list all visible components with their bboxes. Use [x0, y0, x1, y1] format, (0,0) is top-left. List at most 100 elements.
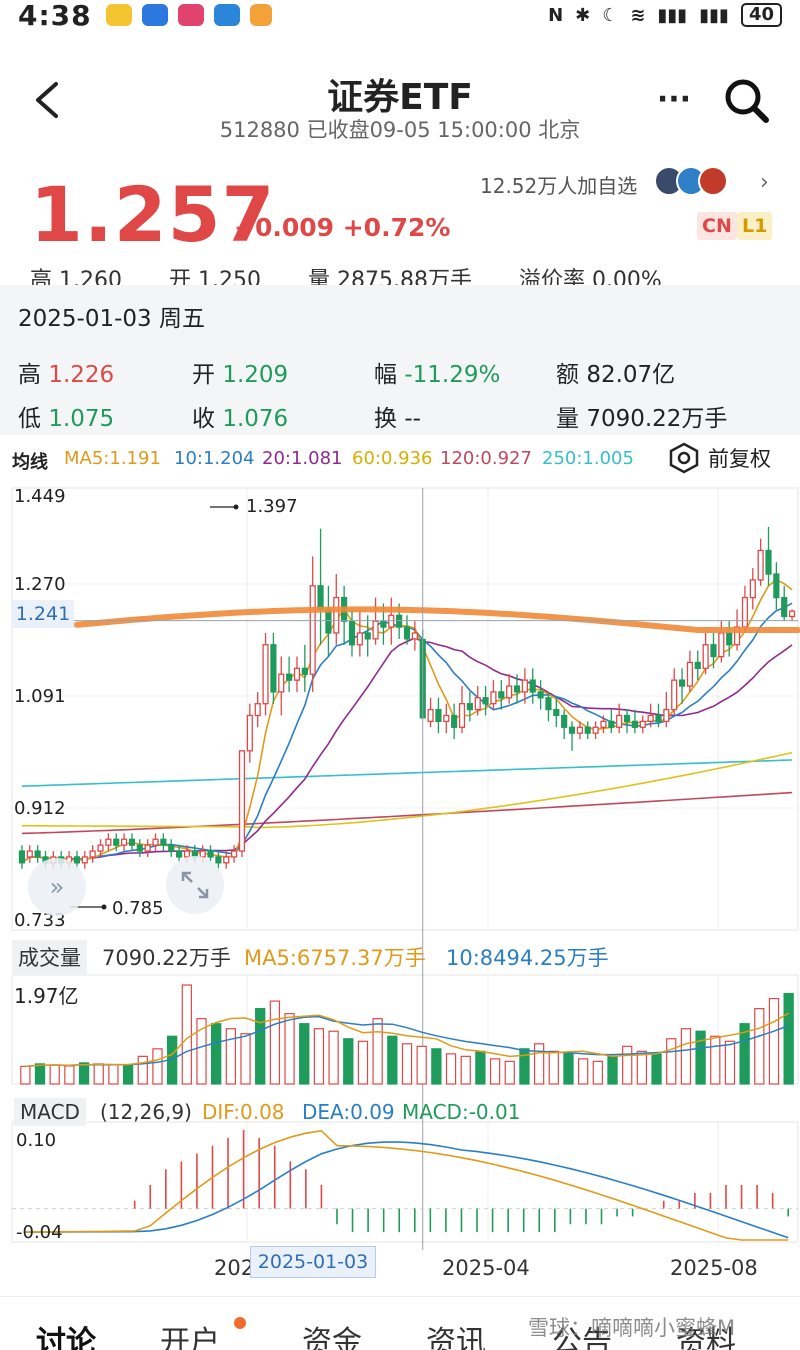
volume-ma5: MA5:6757.37万手 [244, 946, 426, 970]
level-badge: L1 [737, 212, 773, 240]
price-axis-label: 1.091 [14, 686, 66, 707]
price-change: +0.009 +0.72% [234, 213, 451, 242]
ma5-value: MA5:1.191 [64, 448, 161, 469]
candle-body [671, 679, 678, 711]
volume-bar [108, 1064, 119, 1085]
watermark: 雪球：嘀嘀嘀小蜜蜂M [528, 1316, 736, 1340]
page-title: 证券ETF [327, 77, 473, 118]
candle-body [702, 644, 709, 669]
candle-body [616, 714, 623, 728]
candle-body [482, 697, 489, 705]
ma250-line [21, 759, 793, 787]
volume-bar [548, 1050, 559, 1085]
volume-bar [416, 1045, 427, 1085]
volume-bar [431, 1048, 442, 1085]
detail-amount: 额 82.07亿 [556, 362, 676, 388]
volume-bar [578, 1058, 589, 1085]
notification-dot [234, 1317, 246, 1329]
volume-indicator-tab[interactable]: 成交量 [12, 940, 87, 974]
macd-value: MACD:-0.01 [402, 1100, 521, 1124]
detail-volume: 量 7090.22万手 [556, 406, 728, 432]
volume-bar [592, 1060, 603, 1085]
watchers-count[interactable]: 12.52万人加自选 [480, 174, 638, 198]
volume-bar [563, 1053, 574, 1085]
tab-discussion[interactable]: 讨论 [36, 1325, 96, 1350]
volume-bar [34, 1063, 46, 1085]
candle-body [246, 714, 253, 752]
candle-body [333, 596, 340, 634]
more-button[interactable]: ··· [656, 82, 692, 117]
volume-ma10: 10:8494.25万手 [446, 946, 609, 970]
candle-body [160, 838, 167, 846]
candle-body [608, 720, 615, 728]
volume-bar [401, 1043, 413, 1085]
volume-bar [710, 1035, 721, 1085]
candle-body [254, 703, 261, 717]
volume-bar [225, 1028, 236, 1085]
tab-profile[interactable]: 资料 [676, 1325, 736, 1350]
ma-legend-label[interactable]: 均线 [12, 452, 48, 473]
price-panel-frame [11, 487, 799, 931]
candle-body [749, 579, 756, 599]
volume-bar [122, 1064, 134, 1085]
stat-volume: 量 2875.88万手 [307, 268, 472, 286]
candle-body [600, 720, 607, 728]
volume-bar [460, 1055, 471, 1085]
candle-body [223, 856, 230, 864]
tab-funds[interactable]: 资金 [302, 1325, 362, 1350]
tab-open-account[interactable]: 开户 [160, 1325, 220, 1350]
candle-body [521, 679, 528, 693]
volume-bar [372, 1018, 383, 1085]
volume-bar [211, 1023, 222, 1085]
detail-date: 2025-01-03 周五 [18, 306, 205, 332]
volume-bar [519, 1048, 530, 1085]
candle-body [286, 673, 293, 681]
chevron-right-icon[interactable]: › [760, 170, 769, 195]
back-button[interactable] [28, 78, 68, 122]
avatar [698, 166, 728, 196]
candle-body [529, 679, 536, 693]
candle-body [584, 726, 591, 734]
watcher-avatars[interactable] [654, 166, 728, 196]
candle-body [144, 844, 151, 852]
volume-bar [754, 1008, 765, 1085]
kline-chart[interactable] [0, 480, 800, 1290]
candle-body [73, 856, 81, 864]
volume-bar [269, 1000, 281, 1085]
candle-body [490, 691, 497, 705]
volume-bar [343, 1038, 354, 1085]
tab-announcements[interactable]: 公告 [552, 1325, 612, 1350]
candle-body [309, 585, 316, 675]
ma250-value: 250:1.005 [542, 448, 634, 469]
volume-bar [489, 1058, 501, 1085]
ma10-value: 10:1.204 [174, 448, 255, 469]
ma120-value: 120:0.927 [440, 448, 532, 469]
crosshair-date-label: 2025-01-03 [250, 1246, 376, 1278]
volume-bar [357, 1040, 369, 1085]
shopping-app-icon [177, 4, 204, 26]
macd-indicator-tab[interactable]: MACD [14, 1098, 86, 1126]
scroll-chart-button[interactable]: » [28, 858, 86, 916]
candle-body [152, 838, 159, 846]
time-axis-label: 2025-08 [670, 1256, 758, 1280]
ma120-line [21, 791, 793, 835]
candle-body [781, 596, 788, 618]
fullscreen-button[interactable] [166, 856, 224, 914]
signal-icon-2: ▮▮▮ [699, 4, 729, 26]
kline-chart-area[interactable] [0, 480, 800, 1290]
volume-bar [64, 1065, 75, 1085]
candle-body [498, 691, 505, 699]
candle-body [168, 844, 175, 852]
candle-body [403, 626, 411, 640]
time-axis-label: 202 [214, 1256, 255, 1280]
volume-ma5-line [25, 1012, 790, 1068]
macd-params: (12,26,9) [100, 1100, 192, 1124]
adjust-button[interactable]: 前复权 [668, 440, 771, 476]
tab-news[interactable]: 资讯 [426, 1325, 486, 1350]
candle-body [411, 632, 418, 640]
macd-axis-label: 0.10 [16, 1130, 57, 1151]
candle-body [765, 549, 772, 575]
macd-dif-line [25, 1129, 789, 1241]
candle-body [647, 714, 654, 723]
search-button[interactable] [722, 76, 772, 126]
